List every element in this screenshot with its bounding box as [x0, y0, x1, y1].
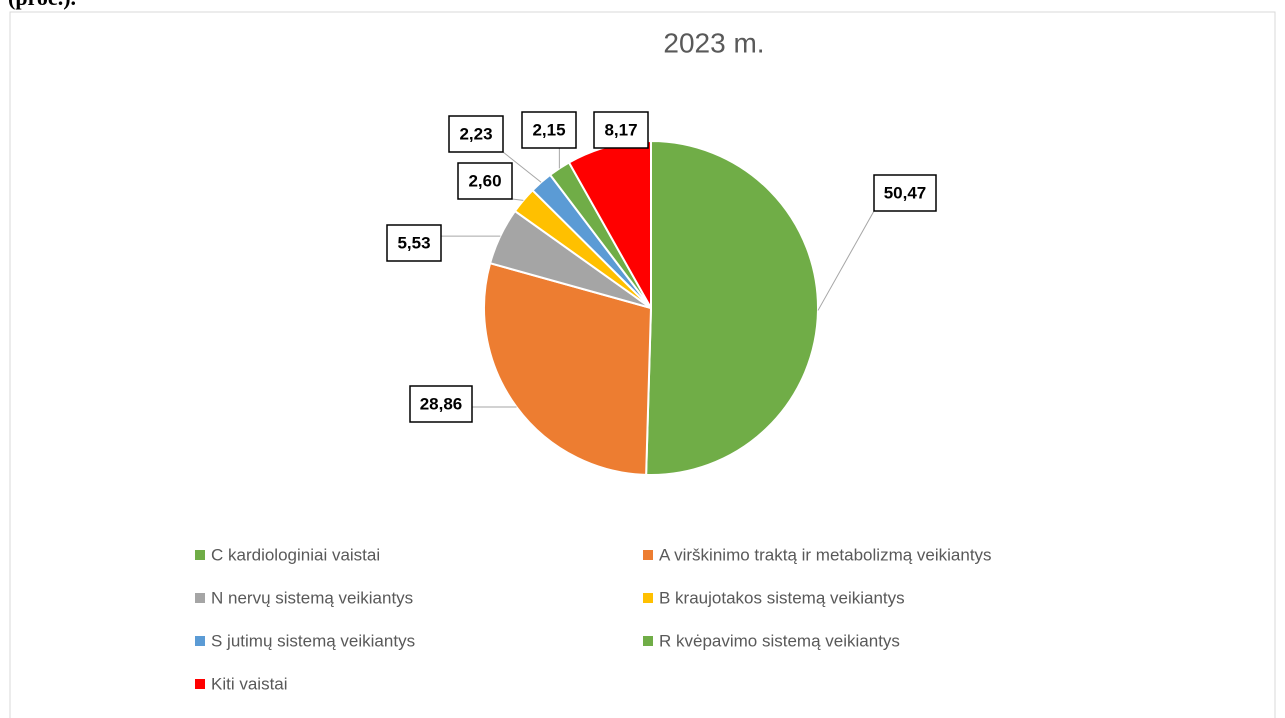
data-label: 2,60: [468, 171, 501, 190]
data-label: 50,47: [884, 183, 927, 202]
leader-line: [817, 210, 875, 311]
legend-marker: [195, 550, 205, 560]
label-box: [386, 224, 442, 262]
label-box: [457, 162, 513, 200]
legend-label: B kraujotakos sistemą veikiantys: [659, 588, 905, 607]
data-label: 5,53: [397, 233, 430, 252]
leader-line: [502, 151, 542, 183]
data-label: 8,17: [604, 120, 637, 139]
legend-label: Kiti vaistai: [211, 674, 288, 693]
chart-title: 2023 m.: [663, 27, 764, 58]
legend-marker: [643, 550, 653, 560]
pie-slice: [645, 139, 819, 476]
legend-label: A virškinimo traktą ir metabolizmą veiki…: [659, 545, 992, 564]
leader-line: [511, 198, 524, 201]
label-box: [409, 385, 473, 423]
legend-label: R kvėpavimo sistemą veikiantys: [659, 631, 900, 650]
legend-label: N nervų sistemą veikiantys: [211, 588, 413, 607]
legend-label: S jutimų sistemą veikiantys: [211, 631, 415, 650]
legend-label: C kardiologiniai vaistai: [211, 545, 380, 564]
data-label: 28,86: [420, 394, 463, 413]
label-box: [873, 174, 937, 212]
label-box: [593, 111, 649, 149]
label-box: [521, 111, 577, 149]
data-label: 2,15: [532, 120, 565, 139]
legend-marker: [195, 593, 205, 603]
legend-marker: [195, 679, 205, 689]
legend-marker: [643, 593, 653, 603]
pie-slice: [483, 261, 653, 476]
chart-frame: [9, 11, 1276, 718]
legend-marker: [643, 636, 653, 646]
label-box: [448, 115, 504, 153]
data-label: 2,23: [459, 124, 492, 143]
caption: (proc.).: [8, 0, 76, 10]
legend-marker: [195, 636, 205, 646]
